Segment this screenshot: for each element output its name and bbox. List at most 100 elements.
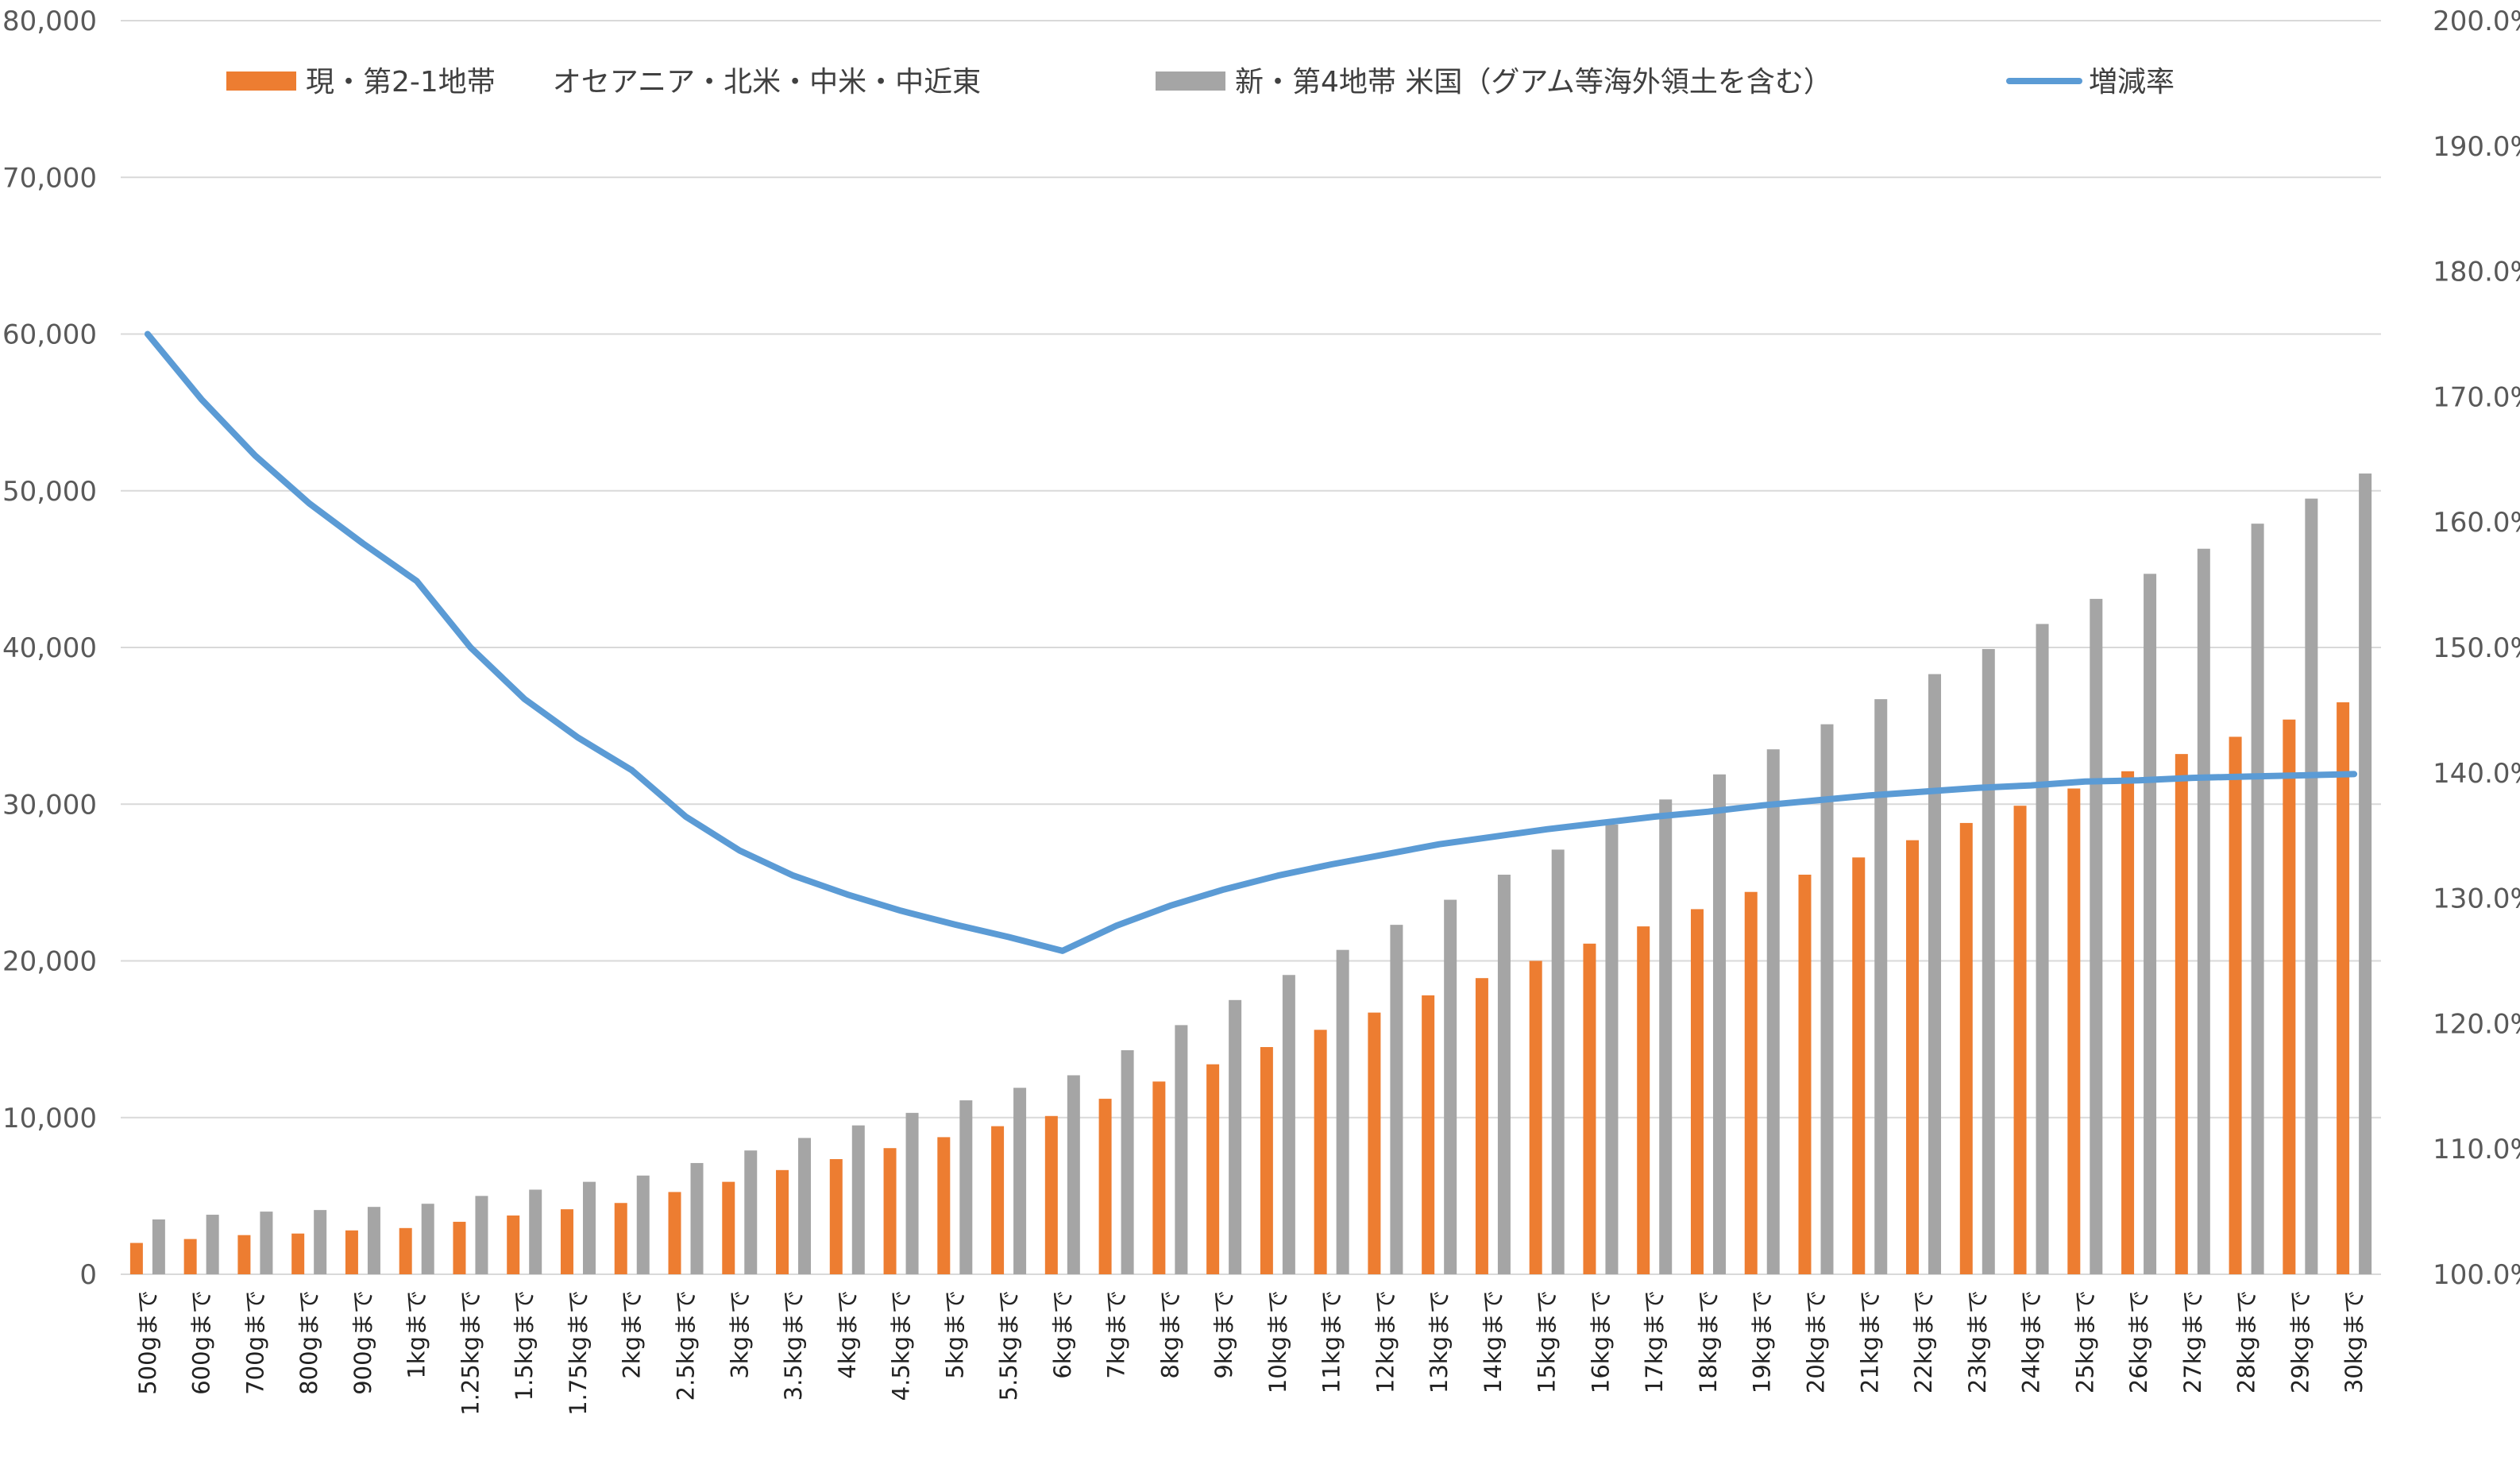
bar-new-zone — [2359, 473, 2372, 1274]
x-category-label: 6kgまで — [1049, 1290, 1076, 1379]
x-category-label: 13kgまで — [1426, 1290, 1453, 1393]
bar-current-zone — [1206, 1064, 1220, 1274]
x-category-label: 17kgまで — [1641, 1290, 1668, 1393]
bar-current-zone — [291, 1233, 305, 1274]
line-series-group — [144, 330, 2358, 954]
x-category-label: 700gまで — [241, 1290, 268, 1395]
bar-current-zone — [2229, 736, 2242, 1274]
bar-new-zone — [905, 1112, 919, 1274]
right-axis-tick-label: 170.0% — [2433, 381, 2520, 413]
x-category-label: 20kgまで — [1803, 1290, 1830, 1393]
left-axis-tick-label: 60,000 — [2, 319, 97, 351]
bar-new-zone — [636, 1175, 650, 1274]
bar-current-zone — [1475, 978, 1488, 1274]
bar-current-zone — [1422, 995, 1435, 1274]
left-y-axis: 0 10,000 20,000 30,000 40,000 50,000 60,000 70,… — [2, 6, 97, 1291]
x-category-label: 4kgまで — [834, 1290, 861, 1379]
x-category-label: 8kgまで — [1156, 1290, 1183, 1379]
bar-new-zone — [959, 1100, 973, 1274]
x-category-label: 2.5kgまで — [673, 1290, 700, 1401]
bar-new-zone — [744, 1150, 758, 1274]
x-category-label: 10kgまで — [1264, 1290, 1291, 1393]
x-category-label: 9kgまで — [1210, 1290, 1237, 1379]
x-category-label: 500gまで — [134, 1290, 161, 1395]
x-category-label: 2kgまで — [619, 1290, 646, 1379]
bar-new-zone — [1551, 849, 1565, 1274]
bar-current-zone — [1852, 857, 1866, 1274]
x-category-label: 7kgまで — [1103, 1290, 1130, 1379]
bar-new-zone — [851, 1125, 865, 1274]
bar-new-zone — [1874, 699, 1888, 1274]
bar-new-zone — [206, 1215, 219, 1274]
right-axis-tick-label: 140.0% — [2433, 758, 2520, 790]
x-category-label: 22kgまで — [1910, 1290, 1937, 1393]
bar-new-zone — [1605, 824, 1619, 1274]
x-category-label: 25kgまで — [2071, 1290, 2098, 1393]
left-axis-tick-label: 0 — [79, 1259, 97, 1291]
line-rate-of-change — [144, 330, 2358, 954]
bar-new-zone — [1820, 724, 1834, 1274]
bar-new-zone — [367, 1207, 380, 1274]
bar-new-zone — [2305, 498, 2318, 1274]
x-category-label: 1.5kgまで — [511, 1290, 538, 1401]
right-axis-tick-label: 190.0% — [2433, 131, 2520, 163]
bar-current-zone — [2337, 702, 2350, 1274]
left-axis-tick-label: 70,000 — [2, 162, 97, 194]
bar-new-zone — [314, 1210, 327, 1274]
bar-current-zone — [722, 1181, 735, 1274]
bar-new-zone — [475, 1196, 488, 1274]
x-category-label: 18kgまで — [1695, 1290, 1722, 1393]
bar-new-zone — [529, 1189, 542, 1274]
bar-current-zone — [183, 1239, 197, 1274]
x-category-label: 29kgまで — [2287, 1290, 2314, 1393]
bar-current-zone — [668, 1192, 681, 1274]
bar-current-zone — [1098, 1099, 1112, 1274]
legend-swatch — [226, 71, 296, 91]
bar-current-zone — [2013, 806, 2027, 1274]
bar-new-zone — [1282, 975, 1295, 1274]
left-axis-tick-label: 50,000 — [2, 476, 97, 508]
legend: 現・第2-1地帯 オセアニア・北米・中米・中近東 新・第4地帯 米国（グアム等海外… — [226, 66, 2175, 99]
bar-new-zone — [690, 1162, 704, 1274]
bar-current-zone — [1368, 1012, 1381, 1274]
bar-current-zone — [2067, 788, 2081, 1274]
x-category-label: 28kgまで — [2233, 1290, 2260, 1393]
bar-current-zone — [1260, 1046, 1273, 1274]
bar-current-zone — [129, 1243, 143, 1274]
x-category-label: 4.5kgまで — [888, 1290, 915, 1401]
bar-new-zone — [1444, 899, 1457, 1274]
x-category-label: 5kgまで — [941, 1290, 968, 1379]
bar-new-zone — [1229, 999, 1242, 1274]
x-category-label: 19kgまで — [1749, 1290, 1776, 1393]
x-category-label: 11kgまで — [1318, 1290, 1345, 1393]
bar-current-zone — [2283, 719, 2296, 1274]
left-axis-tick-label: 30,000 — [2, 789, 97, 821]
x-category-label: 15kgまで — [1534, 1290, 1561, 1393]
x-category-label: 3kgまで — [726, 1290, 753, 1379]
bar-current-zone — [2175, 754, 2188, 1274]
gridlines — [121, 20, 2381, 1275]
bar-new-zone — [2144, 574, 2157, 1274]
right-axis-tick-label: 160.0% — [2433, 507, 2520, 539]
bar-new-zone — [2197, 548, 2210, 1274]
left-axis-tick-label: 20,000 — [2, 946, 97, 978]
x-category-label: 16kgまで — [1587, 1290, 1614, 1393]
bar-new-zone — [1497, 875, 1511, 1274]
x-category-label: 21kgまで — [1856, 1290, 1883, 1393]
right-axis-tick-label: 100.0% — [2433, 1259, 2520, 1291]
bar-current-zone — [1798, 875, 1812, 1274]
bar-current-zone — [453, 1221, 466, 1274]
bar-current-zone — [1152, 1081, 1166, 1274]
bar-current-zone — [1044, 1115, 1058, 1274]
x-category-label: 1.75kgまで — [565, 1290, 592, 1416]
x-category-label: 12kgまで — [1372, 1290, 1399, 1393]
bar-current-zone — [560, 1209, 573, 1274]
right-axis-tick-label: 200.0% — [2433, 6, 2520, 37]
right-axis-tick-label: 180.0% — [2433, 257, 2520, 288]
bar-series-group — [129, 473, 2372, 1274]
bar-current-zone — [345, 1230, 358, 1274]
bar-new-zone — [2036, 624, 2049, 1274]
bar-new-zone — [1712, 774, 1726, 1274]
